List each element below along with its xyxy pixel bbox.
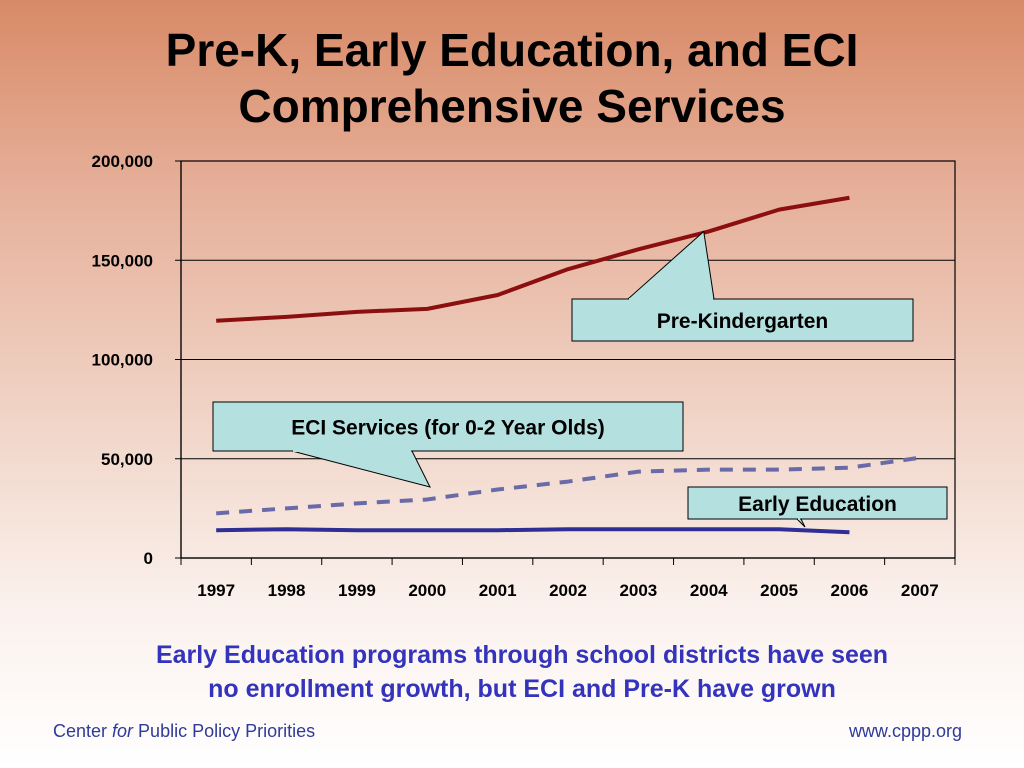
y-tick-label: 150,000 — [92, 251, 153, 270]
x-tick-label: 2004 — [690, 581, 728, 600]
callouts: Pre-Kindergarten ECI Services (for 0-2 Ye… — [213, 231, 947, 527]
callout-label: ECI Services (for 0-2 Year Olds) — [291, 417, 605, 440]
callout-pointer — [292, 451, 430, 487]
x-tick-label: 2005 — [760, 581, 798, 600]
series-line-2 — [216, 529, 849, 532]
callout-0: Pre-Kindergarten — [572, 231, 913, 341]
y-tick-label: 50,000 — [101, 450, 153, 469]
x-tick-label: 2002 — [549, 581, 587, 600]
y-tick-label: 100,000 — [92, 351, 153, 370]
x-tick-label: 2001 — [479, 581, 517, 600]
x-tick-label: 2003 — [619, 581, 657, 600]
x-axis-ticks: 1997 1998 1999 2000 2001 2002 2003 2004 2005 2006… — [181, 558, 955, 600]
chart-caption: Early Education programs through school … — [0, 638, 1024, 706]
x-tick-label: 2006 — [831, 581, 869, 600]
footer-org-post: Public Policy Priorities — [133, 721, 315, 741]
footer-url[interactable]: www.cppp.org — [849, 721, 962, 742]
y-axis-ticks: 0 50,000 100,000 150,000 200,000 — [92, 152, 181, 568]
y-tick-label: 0 — [144, 549, 153, 568]
callout-pointer — [797, 519, 805, 527]
footer-organization: Center for Public Policy Priorities — [53, 721, 315, 742]
x-tick-label: 1999 — [338, 581, 376, 600]
series-lines — [216, 198, 920, 532]
x-tick-label: 1997 — [197, 581, 235, 600]
y-tick-label: 200,000 — [92, 152, 153, 171]
callout-2: Early Education — [688, 487, 947, 527]
x-tick-label: 1998 — [268, 581, 306, 600]
footer-org-pre: Center — [53, 721, 112, 741]
caption-line-1: Early Education programs through school … — [0, 638, 1024, 672]
x-tick-label: 2000 — [408, 581, 446, 600]
callout-label: Early Education — [738, 493, 897, 516]
footer-org-em: for — [112, 721, 133, 741]
x-tick-label: 2007 — [901, 581, 939, 600]
callout-label: Pre-Kindergarten — [657, 310, 829, 333]
caption-line-2: no enrollment growth, but ECI and Pre-K … — [0, 672, 1024, 706]
